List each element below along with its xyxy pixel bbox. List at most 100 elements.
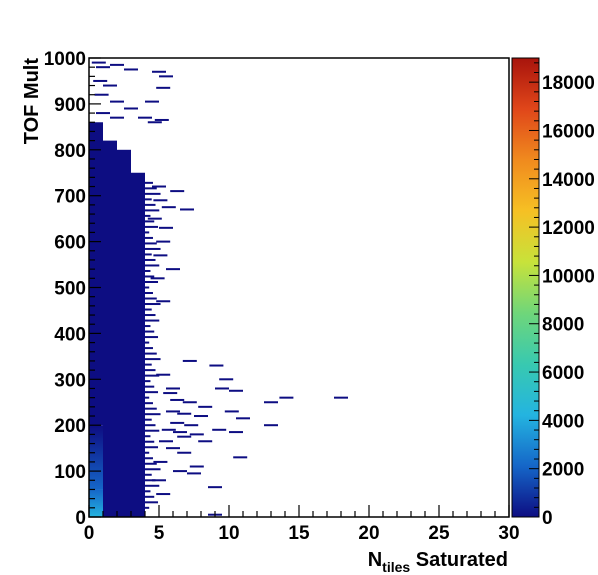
- heatmap-band: [117, 149, 131, 518]
- heatmap-bin: [166, 410, 180, 413]
- y-tick-label: 0: [75, 508, 86, 529]
- heatmap-bin: [145, 385, 155, 388]
- heatmap-bin: [156, 86, 171, 89]
- heatmap-bin: [145, 446, 159, 449]
- heatmap-bin: [153, 199, 168, 202]
- heatmap-bin: [147, 217, 162, 220]
- y-tick-label: 500: [54, 279, 86, 300]
- x-tick-label: 0: [84, 523, 95, 544]
- heatmap-bin: [153, 460, 168, 463]
- heatmap-bin: [145, 280, 159, 283]
- heatmap-bin: [184, 424, 199, 427]
- heatmap-bin: [145, 352, 157, 355]
- heatmap-bin: [170, 421, 185, 424]
- y-axis-title: TOF Mult: [21, 58, 43, 145]
- y-tick-label: 1000: [44, 49, 86, 70]
- heatmap-bin: [145, 468, 161, 471]
- colorbar-tick-label: 14000: [542, 170, 595, 191]
- heatmap-bin: [110, 63, 124, 66]
- heatmap-bin: [187, 472, 201, 475]
- heatmap-band: [89, 489, 103, 517]
- colorbar-tick-label: 2000: [542, 460, 584, 481]
- heatmap-bin: [233, 456, 248, 459]
- heatmap-bin: [156, 300, 171, 303]
- heatmap-bin: [145, 325, 151, 328]
- heatmap-bin: [91, 61, 106, 64]
- heatmap-bin: [145, 429, 160, 432]
- heatmap-bin: [138, 116, 152, 119]
- heatmap-bin: [145, 203, 156, 206]
- heatmap-bin: [145, 330, 155, 333]
- heatmap-bin: [145, 198, 152, 201]
- heatmap-bin: [209, 364, 224, 367]
- heatmap-bin: [215, 387, 229, 390]
- y-tick-label: 200: [54, 416, 86, 437]
- x-axis-title-sub: tiles: [382, 559, 410, 575]
- heatmap-band: [89, 425, 103, 490]
- x-axis-title-main: N: [368, 549, 382, 571]
- heatmap-bin: [177, 412, 192, 415]
- heatmap-bin: [103, 84, 117, 87]
- heatmap-bin: [153, 254, 168, 257]
- y-axis: 0 100 200 300 400 500 600 700 800 900 1000: [44, 49, 101, 529]
- x-axis-title-rest: Saturated: [410, 549, 508, 571]
- heatmap-bin: [145, 424, 156, 427]
- heatmap-bin: [182, 359, 197, 362]
- heatmap-bin: [145, 247, 161, 250]
- heatmap-bin: [145, 402, 153, 405]
- heatmap-bin: [180, 208, 194, 211]
- heatmap-bin: [189, 465, 204, 468]
- heatmap-bin: [145, 181, 153, 184]
- heatmap-bin: [145, 374, 160, 377]
- heatmap-bin: [170, 398, 185, 401]
- heatmap-bin: [161, 428, 176, 431]
- heatmap-bin: [145, 297, 157, 300]
- heatmap-bin: [145, 225, 159, 228]
- heatmap-bin: [96, 66, 110, 69]
- heatmap-bin: [145, 286, 150, 289]
- heatmap-bin: [145, 264, 160, 267]
- heatmap-bin: [163, 392, 178, 395]
- heatmap-bin: [145, 314, 156, 317]
- heatmap-bin: [159, 226, 173, 229]
- heatmap-bin: [145, 440, 155, 443]
- x-tick-label: 15: [288, 523, 310, 544]
- heatmap-bin: [156, 240, 171, 243]
- heatmap-bin: [177, 435, 192, 438]
- heatmap-bin: [145, 495, 155, 498]
- heatmap-bin: [145, 214, 151, 217]
- heatmap-bin: [145, 192, 161, 195]
- colorbar-scale: [511, 57, 540, 518]
- heatmap-bin: [156, 373, 171, 376]
- heatmap-bin: [145, 451, 150, 454]
- heatmap-bin: [124, 68, 138, 71]
- colorbar: 0 2000 4000 6000 8000 10000 12000 14000 16000 180…: [511, 57, 595, 529]
- heatmap-bin: [145, 484, 160, 487]
- heatmap-bin: [166, 387, 180, 390]
- heatmap-bin: [208, 486, 222, 489]
- heatmap-bin: [124, 107, 138, 110]
- colorbar-tick-label: 12000: [542, 218, 595, 239]
- heatmap-bin: [145, 490, 151, 493]
- heatmap-bin: [154, 118, 169, 121]
- heatmap-bin: [110, 116, 124, 119]
- heatmap-bin: [170, 190, 185, 193]
- heatmap-bin: [145, 308, 152, 311]
- colorbar-tick-label: 18000: [542, 73, 595, 94]
- x-axis-title: Ntiles Saturated: [368, 549, 508, 575]
- heatmap-bin: [145, 336, 159, 339]
- x-tick-label: 25: [428, 523, 450, 544]
- heatmap-bin: [159, 75, 173, 78]
- y-tick-label: 800: [54, 141, 86, 162]
- heatmap-bin: [182, 401, 197, 404]
- heatmap-bin: [279, 396, 294, 399]
- heatmap-bin: [145, 347, 153, 350]
- colorbar-tick-label: 16000: [542, 121, 595, 142]
- heatmap-bin: [264, 401, 278, 404]
- heatmap-bin: [145, 396, 150, 399]
- y-tick-label: 300: [54, 370, 86, 391]
- heatmap-bin: [145, 269, 151, 272]
- x-tick-label: 10: [218, 523, 239, 544]
- heatmap-bin: [145, 303, 161, 306]
